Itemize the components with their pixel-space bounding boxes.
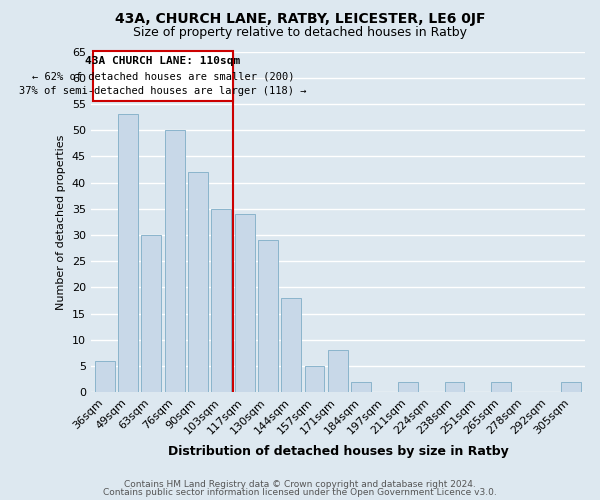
Bar <box>93 52 233 102</box>
Bar <box>445 382 464 392</box>
Bar <box>258 240 278 392</box>
Bar <box>491 382 511 392</box>
Bar <box>188 172 208 392</box>
Bar <box>561 382 581 392</box>
Bar <box>398 382 418 392</box>
Text: Size of property relative to detached houses in Ratby: Size of property relative to detached ho… <box>133 26 467 39</box>
Bar <box>118 114 138 392</box>
Text: 37% of semi-detached houses are larger (118) →: 37% of semi-detached houses are larger (… <box>19 86 307 96</box>
Bar <box>328 350 348 393</box>
Bar <box>305 366 325 392</box>
Bar <box>165 130 185 392</box>
Bar <box>95 361 115 392</box>
Bar <box>235 214 254 392</box>
Text: Contains HM Land Registry data © Crown copyright and database right 2024.: Contains HM Land Registry data © Crown c… <box>124 480 476 489</box>
Text: 43A, CHURCH LANE, RATBY, LEICESTER, LE6 0JF: 43A, CHURCH LANE, RATBY, LEICESTER, LE6 … <box>115 12 485 26</box>
Bar <box>281 298 301 392</box>
Text: Contains public sector information licensed under the Open Government Licence v3: Contains public sector information licen… <box>103 488 497 497</box>
Bar <box>142 235 161 392</box>
Y-axis label: Number of detached properties: Number of detached properties <box>56 134 66 310</box>
Bar <box>351 382 371 392</box>
X-axis label: Distribution of detached houses by size in Ratby: Distribution of detached houses by size … <box>167 444 508 458</box>
Bar <box>211 209 231 392</box>
Text: ← 62% of detached houses are smaller (200): ← 62% of detached houses are smaller (20… <box>32 72 294 82</box>
Text: 43A CHURCH LANE: 110sqm: 43A CHURCH LANE: 110sqm <box>85 56 241 66</box>
